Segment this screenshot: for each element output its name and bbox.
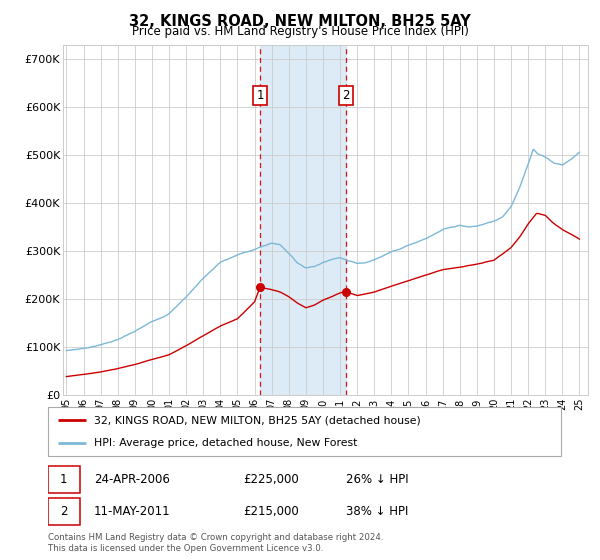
- Text: 1: 1: [60, 473, 68, 486]
- Text: 26% ↓ HPI: 26% ↓ HPI: [346, 473, 408, 486]
- FancyBboxPatch shape: [48, 466, 80, 493]
- Text: 32, KINGS ROAD, NEW MILTON, BH25 5AY (detached house): 32, KINGS ROAD, NEW MILTON, BH25 5AY (de…: [94, 416, 421, 426]
- Text: 2: 2: [343, 89, 350, 102]
- Text: £215,000: £215,000: [243, 505, 299, 518]
- Text: 2: 2: [60, 505, 68, 518]
- Text: 24-APR-2006: 24-APR-2006: [94, 473, 170, 486]
- Bar: [260, 45, 346, 395]
- Text: 11-MAY-2011: 11-MAY-2011: [94, 505, 171, 518]
- FancyBboxPatch shape: [48, 498, 80, 525]
- Text: Price paid vs. HM Land Registry's House Price Index (HPI): Price paid vs. HM Land Registry's House …: [131, 25, 469, 38]
- Text: 1: 1: [256, 89, 264, 102]
- Text: 38% ↓ HPI: 38% ↓ HPI: [346, 505, 408, 518]
- Text: Contains HM Land Registry data © Crown copyright and database right 2024.
This d: Contains HM Land Registry data © Crown c…: [48, 533, 383, 553]
- FancyBboxPatch shape: [48, 407, 561, 456]
- Text: £225,000: £225,000: [243, 473, 299, 486]
- Text: HPI: Average price, detached house, New Forest: HPI: Average price, detached house, New …: [94, 438, 358, 448]
- Text: 32, KINGS ROAD, NEW MILTON, BH25 5AY: 32, KINGS ROAD, NEW MILTON, BH25 5AY: [129, 14, 471, 29]
